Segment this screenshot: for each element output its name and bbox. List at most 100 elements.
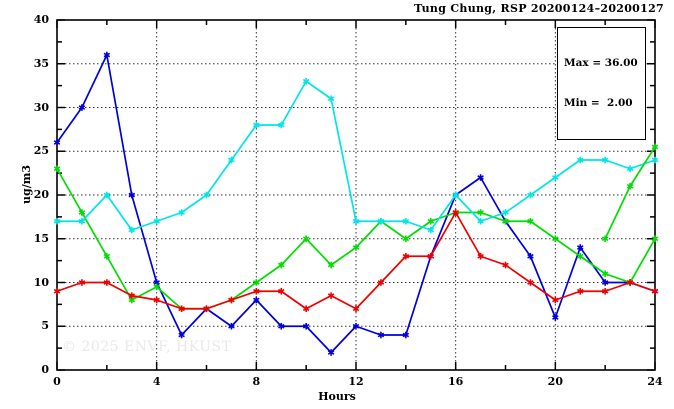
data-point-marker xyxy=(253,121,260,129)
data-point-marker xyxy=(402,235,410,243)
y-axis-tick-label: 5 xyxy=(41,319,49,333)
data-point-marker xyxy=(228,322,235,330)
data-point-marker xyxy=(651,287,659,295)
data-point-marker xyxy=(527,217,534,225)
data-point-marker xyxy=(601,235,609,243)
y-axis-tick-label: 25 xyxy=(33,144,49,158)
series-line xyxy=(604,146,656,240)
data-point-marker xyxy=(78,209,86,216)
data-point-marker xyxy=(277,121,285,129)
data-point-marker xyxy=(601,270,609,278)
data-point-marker xyxy=(402,252,410,260)
data-point-marker xyxy=(327,261,335,269)
data-point-marker xyxy=(552,235,559,243)
data-point-marker xyxy=(352,305,360,313)
data-point-marker xyxy=(352,322,360,330)
data-point-marker xyxy=(502,217,509,225)
data-point-marker xyxy=(53,139,61,146)
x-axis-tick-label: 8 xyxy=(252,375,261,388)
data-point-marker xyxy=(78,279,86,286)
data-point-marker xyxy=(277,261,285,269)
data-point-marker xyxy=(576,287,584,295)
data-point-marker xyxy=(402,331,410,339)
data-point-marker xyxy=(651,143,659,151)
x-axis-tick-label: 20 xyxy=(547,375,563,388)
data-point-marker xyxy=(327,95,335,103)
data-point-marker xyxy=(527,252,534,260)
data-series xyxy=(601,143,659,243)
data-series xyxy=(53,77,659,234)
max-value-label: Max = 36.00 xyxy=(564,57,638,70)
data-point-marker xyxy=(78,217,86,225)
data-point-marker xyxy=(178,331,185,339)
chart-title: Tung Chung, RSP 20200124–20200127 xyxy=(414,2,664,15)
stats-annotation-box: Max = 36.00 Min = 2.00 xyxy=(557,27,646,140)
data-point-marker xyxy=(302,77,310,85)
data-point-marker xyxy=(128,226,136,234)
data-point-marker xyxy=(477,174,484,181)
y-axis-tick-label: 20 xyxy=(33,188,49,201)
x-axis-tick-label: 4 xyxy=(152,375,161,388)
data-point-marker xyxy=(477,252,484,260)
data-point-marker xyxy=(103,191,111,199)
y-axis-tick-label: 35 xyxy=(33,56,49,70)
data-point-marker xyxy=(53,217,61,225)
data-point-marker xyxy=(302,322,310,330)
data-point-marker xyxy=(402,217,410,225)
data-point-marker xyxy=(651,235,659,243)
data-point-marker xyxy=(178,209,185,216)
data-point-marker xyxy=(527,191,534,199)
data-point-marker xyxy=(552,314,559,321)
data-point-marker xyxy=(427,217,435,225)
data-point-marker xyxy=(203,305,210,313)
data-point-marker xyxy=(352,244,360,251)
data-point-marker xyxy=(626,182,634,190)
data-point-marker xyxy=(352,217,360,225)
data-point-marker xyxy=(153,296,160,304)
data-point-marker xyxy=(527,279,534,286)
data-point-marker xyxy=(253,279,260,286)
data-point-marker xyxy=(228,296,235,304)
data-point-marker xyxy=(576,156,584,164)
data-point-marker xyxy=(277,287,285,295)
y-axis-tick-label: 15 xyxy=(33,231,49,245)
y-axis-tick-label: 30 xyxy=(33,100,49,114)
data-point-marker xyxy=(601,287,609,295)
data-point-marker xyxy=(626,165,634,173)
data-point-marker xyxy=(103,51,111,59)
data-point-marker xyxy=(502,261,509,269)
data-point-marker xyxy=(552,296,559,304)
data-point-marker xyxy=(302,235,310,243)
min-value-label: Min = 2.00 xyxy=(564,96,633,109)
data-point-marker xyxy=(178,305,185,313)
data-point-marker xyxy=(651,156,659,164)
data-point-marker xyxy=(601,279,609,286)
data-point-marker xyxy=(153,217,160,225)
x-axis-tick-label: 0 xyxy=(53,375,61,388)
data-point-marker xyxy=(452,191,459,199)
data-point-marker xyxy=(377,279,385,286)
data-point-marker xyxy=(302,305,310,313)
data-point-marker xyxy=(552,174,559,181)
data-point-marker xyxy=(427,226,435,234)
x-axis-tick-label: 16 xyxy=(448,375,464,388)
data-point-marker xyxy=(576,244,584,251)
data-point-marker xyxy=(502,209,509,216)
y-axis-tick-label: 0 xyxy=(41,363,49,376)
data-point-marker xyxy=(626,279,634,286)
data-point-marker xyxy=(103,252,111,260)
data-point-marker xyxy=(128,191,136,199)
data-point-marker xyxy=(203,191,210,199)
data-point-marker xyxy=(452,209,459,216)
data-point-marker xyxy=(253,296,260,304)
data-point-marker xyxy=(277,322,285,330)
data-point-marker xyxy=(477,217,484,225)
data-point-marker xyxy=(153,283,160,291)
data-point-marker xyxy=(377,217,385,225)
data-point-marker xyxy=(377,331,385,339)
data-point-marker xyxy=(477,209,484,216)
data-point-marker xyxy=(601,156,609,164)
data-point-marker xyxy=(253,287,260,295)
